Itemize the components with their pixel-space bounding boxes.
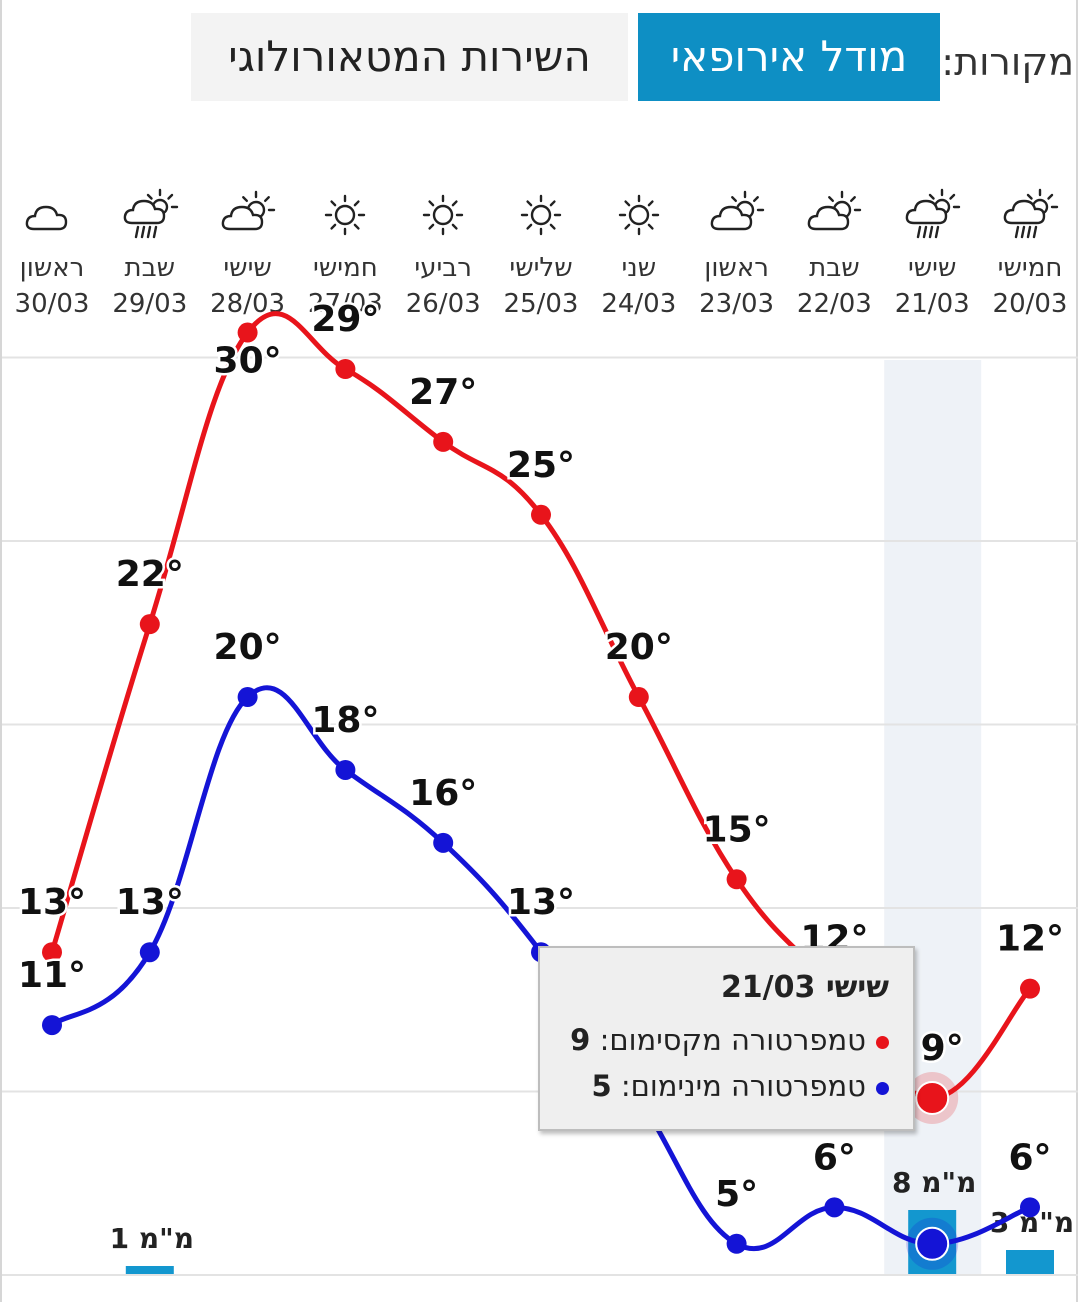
partly-cloudy-icon [221,190,275,231]
rain-sun-cloud-icon [123,188,178,239]
max-data-point [433,431,454,452]
min-data-point [139,942,160,963]
day-column[interactable]: ראשון 30/03 [4,185,100,319]
max-value-label: 27° [409,372,477,413]
tooltip-max-label: טמפרטורה מקסימום: [590,1023,866,1057]
max-value-label: 12° [996,919,1064,960]
min-value-label: 6° [813,1137,856,1178]
day-name: ראשון [19,253,85,283]
max-data-point [139,614,160,635]
day-column[interactable]: שבת 29/03 [102,185,198,319]
meteorological-service-button[interactable]: השירות המטאורולוגי [191,13,628,101]
day-date: 29/03 [112,289,188,319]
tooltip-max-row: טמפרטורה מקסימום: 9 [540,1017,889,1063]
min-value-label: 18° [311,700,379,741]
tooltip-min-label: טמפרטורה מינימום: [611,1069,866,1103]
min-data-point [1020,1197,1040,1218]
precipitation-label: 8 מ"מ [892,1166,976,1199]
max-highlight-point [915,1081,950,1115]
max-value-label: 9° [921,1028,964,1069]
day-date: 24/03 [601,289,677,319]
sun-icon [422,194,464,236]
day-column[interactable]: שישי 21/03 [884,185,980,319]
max-data-point [628,687,649,708]
tooltip-max-value: 9 [570,1023,591,1057]
min-data-point [237,687,258,708]
max-data-point [335,359,356,379]
precipitation-label: 1 מ"מ [110,1222,194,1255]
sun-icon [520,194,562,236]
rain-sun-cloud-icon [1003,188,1059,239]
min-value-label: 13° [507,882,575,923]
precipitation-bar [125,1266,174,1274]
min-value-label: 5° [715,1174,758,1215]
max-value-label: 13° [18,882,86,923]
max-data-point [1020,978,1040,999]
day-date: 25/03 [503,289,579,319]
max-value-label: 15° [703,809,771,850]
partly-cloudy-icon [710,190,764,231]
min-data-point [335,759,356,780]
min-data-point [824,1197,845,1218]
rain-sun-cloud-icon [905,188,961,239]
day-column[interactable]: חמישי 20/03 [982,185,1078,319]
min-value-label: 13° [116,882,184,923]
min-value-label: 6° [1008,1137,1051,1178]
day-date: 20/03 [992,289,1068,319]
min-legend-dot [876,1081,889,1095]
day-name: חמישי [997,253,1063,283]
partly-cloudy-icon [808,190,862,231]
max-data-point [531,504,551,525]
min-value-label: 20° [214,627,282,668]
day-date: 26/03 [405,289,481,319]
tooltip-title: שישי 21/03 [720,970,889,1005]
precipitation-bar [1006,1250,1054,1274]
day-name: חמישי [313,253,378,283]
cloud-icon [25,205,68,231]
day-date: 30/03 [14,289,90,319]
max-value-label: 20° [605,627,673,668]
max-data-point [237,322,258,343]
day-name: שבת [809,253,860,283]
tooltip: שישי 21/03 טמפרטורה מקסימום: 9 טמפרטורה … [538,946,915,1131]
european-model-button[interactable]: מודל אירופאי [638,13,940,101]
sun-icon [325,194,366,236]
max-value-label: 30° [214,341,282,382]
max-legend-dot [876,1035,889,1049]
day-column[interactable]: רביעי 26/03 [395,185,491,319]
day-column[interactable]: שלישי 25/03 [493,185,589,319]
min-value-label: 16° [409,773,477,814]
min-value-label: 11° [18,955,86,996]
max-value-label: 22° [116,554,184,595]
day-name: ראשון [704,253,769,283]
day-name: שלישי [509,253,573,283]
day-name: רביעי [414,253,472,283]
tooltip-min-value: 5 [591,1069,612,1103]
day-date: 27/03 [307,289,383,319]
sources-label: מקורות: [941,40,1074,84]
sun-icon [618,194,659,236]
day-name: שבת [124,253,176,283]
min-data-point [42,1015,62,1036]
day-name: שישי [907,253,957,283]
highlight-band [884,360,982,1275]
day-name: שני [621,253,657,283]
min-highlight-point [915,1226,950,1261]
max-data-point [726,869,747,890]
day-date: 23/03 [699,289,775,319]
min-data-point [433,832,454,853]
day-column[interactable]: חמישי 27/03 [297,185,393,319]
day-date: 21/03 [894,289,970,319]
day-column[interactable]: ראשון 23/03 [689,185,785,319]
day-name: שישי [223,253,272,283]
day-column[interactable]: שני 24/03 [591,185,687,319]
max-data-point [42,942,62,963]
day-date: 22/03 [796,289,872,319]
max-value-label: 25° [507,445,575,486]
min-data-point [726,1233,747,1254]
tooltip-min-row: טמפרטורה מינימום: 5 [540,1063,889,1109]
day-column[interactable]: שבת 22/03 [786,185,882,319]
max-value-label: 29° [311,299,379,340]
